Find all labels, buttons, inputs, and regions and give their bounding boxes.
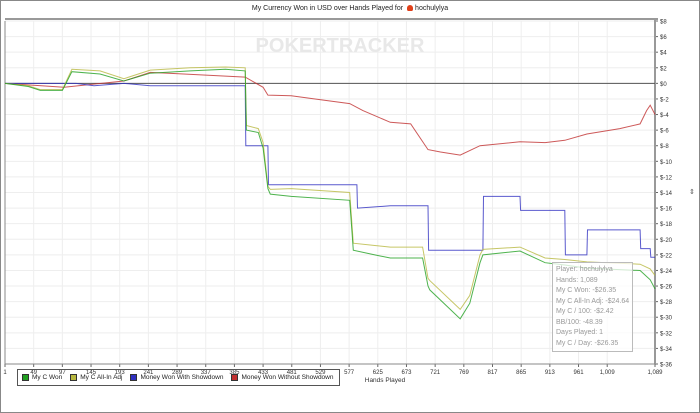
tooltip-line: My C All-In Adj: -$24.64 [556, 297, 630, 305]
x-tick-label: 193 [115, 370, 126, 376]
legend-swatch [70, 374, 78, 381]
player-name: hochulylya [415, 5, 449, 12]
legend-swatch [231, 374, 239, 381]
y-tick-label: $-10 [660, 160, 673, 166]
tooltip-line: My C / 100: -$2.42 [556, 308, 614, 315]
legend-label: My C All-In Adj [80, 374, 123, 381]
x-tick-label: 865 [516, 370, 527, 376]
x-tick-label: 289 [172, 370, 183, 376]
x-tick-label: 673 [401, 370, 412, 376]
hover-tooltip: Player: hochulylya Hands: 1,089 My C Won: … [552, 262, 634, 352]
y-tick-label: $6 [660, 35, 667, 41]
x-tick-label: 769 [459, 370, 470, 376]
y-tick-label: $-18 [660, 222, 673, 228]
y-tick-label: $-4 [660, 113, 669, 119]
tooltip-line: My C Won: -$26.35 [556, 287, 617, 294]
y-tick-label: $-14 [660, 191, 673, 197]
x-tick-label: 721 [430, 370, 441, 376]
y-tick-label: $-12 [660, 175, 673, 181]
legend-swatch [130, 374, 138, 381]
y-tick-label: $-36 [660, 363, 673, 369]
pokerstars-flag-icon [407, 5, 414, 12]
x-tick-label: 49 [30, 370, 37, 376]
x-tick-label: 817 [487, 370, 498, 376]
y-tick-label: $-6 [660, 129, 669, 135]
legend-item[interactable]: Money Won With Showdown [130, 374, 223, 381]
tooltip-line: Player: hochulylya [556, 266, 613, 273]
y-tick-label: $0 [660, 82, 667, 88]
x-axis-label: Hands Played [365, 377, 406, 384]
x-tick-label: 97 [59, 370, 66, 376]
y-tick-label: $-16 [660, 207, 673, 213]
chart-title: My Currency Won in USD over Hands Played… [0, 5, 700, 12]
tooltip-line: Hands: 1,089 [556, 276, 598, 284]
legend-label: My C Won [32, 374, 63, 381]
series-line-my-c-all-in-adj [4, 66, 656, 311]
watermark-logo: POKERTRACKER [256, 35, 425, 57]
x-tick-label: 1 [3, 370, 7, 376]
x-tick-label: 1,009 [600, 370, 616, 376]
legend-item[interactable]: Money Won Without Showdown [231, 374, 333, 381]
y-tick-label: $8 [660, 20, 667, 26]
y-tick-label: $4 [660, 51, 667, 57]
series-line-money-won-without-showdown [4, 71, 656, 156]
x-tick-label: 481 [287, 370, 298, 376]
y-tick-label: $-34 [660, 347, 673, 353]
tooltip-line: BB/100: -48.39 [556, 318, 603, 326]
y-tick-label: $-2 [660, 97, 669, 103]
y-tick-label: $-32 [660, 331, 673, 337]
x-tick-label: 961 [574, 370, 585, 376]
y-tick-label: $2 [660, 66, 667, 72]
legend-item[interactable]: My C All-In Adj [70, 374, 122, 381]
x-tick-label: 529 [315, 370, 326, 376]
x-tick-label: 385 [229, 370, 240, 376]
y-tick-label: $-22 [660, 253, 673, 259]
legend-label: Money Won With Showdown [140, 374, 224, 381]
tooltip-line: My C / Day: -$26.35 [556, 339, 619, 347]
axis-arrow-icon: ⇕ [689, 188, 695, 196]
y-tick-label: $-30 [660, 316, 673, 322]
x-tick-label: 337 [201, 370, 212, 376]
legend-item[interactable]: My C Won [22, 374, 62, 381]
y-tick-label: $-28 [660, 300, 673, 306]
x-tick-label: 433 [258, 370, 269, 376]
title-text: My Currency Won in USD over Hands Played… [251, 5, 404, 12]
legend: My C Won My C All-In Adj Money Won With Sh… [17, 369, 341, 386]
y-tick-label: $-20 [660, 238, 673, 244]
x-tick-label: 1,089 [647, 370, 663, 376]
y-tick-label: $-26 [660, 285, 673, 291]
legend-label: Money Won Without Showdown [241, 374, 334, 381]
tooltip-line: Days Played: 1 [556, 329, 604, 336]
series-line-my-c-won [4, 68, 656, 320]
series-line-money-won-with-showdown [5, 82, 655, 258]
x-tick-label: 625 [373, 370, 384, 376]
legend-swatch [22, 374, 29, 381]
x-tick-label: 577 [344, 370, 355, 376]
x-tick-label: 241 [143, 370, 154, 376]
x-tick-label: 145 [86, 370, 97, 376]
y-tick-label: $-8 [660, 144, 669, 150]
x-tick-label: 913 [545, 370, 556, 376]
y-tick-label: $-24 [660, 269, 673, 275]
